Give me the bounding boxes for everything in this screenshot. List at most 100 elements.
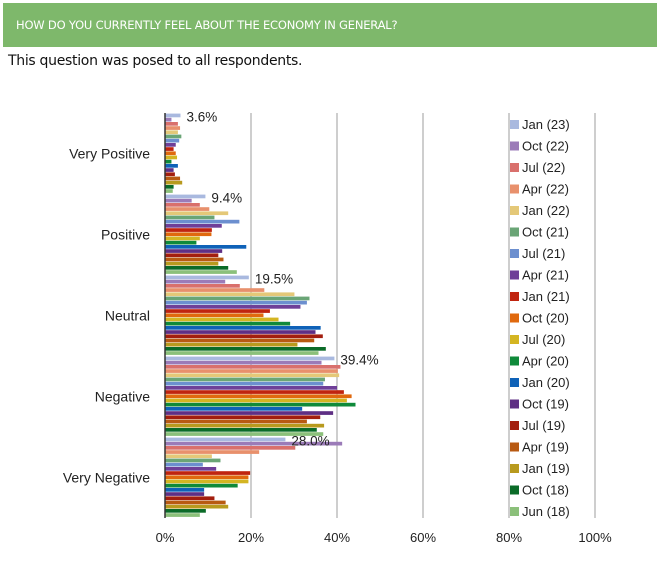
legend-label: Jan (19) xyxy=(522,461,570,476)
question-header: HOW DO YOU CURRENTLY FEEL ABOUT THE ECON… xyxy=(3,3,657,47)
legend-swatch xyxy=(510,120,519,129)
bar xyxy=(165,275,249,280)
legend-item: Apr (19) xyxy=(510,440,569,455)
legend-label: Oct (18) xyxy=(522,483,569,498)
bar xyxy=(165,284,240,288)
bar xyxy=(165,369,338,373)
bar xyxy=(165,488,205,492)
x-tick-label: 20% xyxy=(238,530,264,545)
legend: Jan (23) Oct (22) Jul (22) Apr (22) Jan (22)… xyxy=(505,113,570,519)
bar xyxy=(165,342,298,347)
x-tick-label: 0% xyxy=(156,530,175,545)
bar xyxy=(165,475,249,480)
bar xyxy=(165,296,310,301)
bar xyxy=(165,300,307,305)
bar xyxy=(165,257,224,262)
bar xyxy=(165,266,229,270)
legend-label: Jun (18) xyxy=(522,504,570,519)
bar xyxy=(165,117,172,122)
legend-item: Jul (20) xyxy=(510,332,565,347)
data-label: 9.4% xyxy=(211,191,242,206)
bar xyxy=(165,407,303,411)
legend-label: Jan (21) xyxy=(522,289,570,304)
bar xyxy=(165,164,178,168)
question-title: HOW DO YOU CURRENTLY FEEL ABOUT THE ECON… xyxy=(16,18,398,32)
bar xyxy=(165,454,212,459)
legend-label: Oct (20) xyxy=(522,311,569,326)
bar xyxy=(165,390,344,394)
legend-item: Oct (20) xyxy=(510,311,569,326)
legend-item: Jan (19) xyxy=(510,461,570,476)
legend-box xyxy=(505,113,506,518)
bar xyxy=(165,479,249,484)
bar xyxy=(165,130,178,135)
bar xyxy=(165,122,178,126)
bar xyxy=(165,467,217,471)
bar xyxy=(165,198,192,203)
legend-swatch xyxy=(510,184,519,194)
bar xyxy=(165,321,291,326)
bar xyxy=(165,228,212,232)
bar xyxy=(165,365,341,369)
bar xyxy=(165,147,174,151)
legend-label: Jul (19) xyxy=(522,418,565,433)
bar xyxy=(165,185,174,189)
x-tick-label: 40% xyxy=(324,530,350,545)
legend-swatch xyxy=(510,206,519,215)
bar xyxy=(165,471,251,475)
bar xyxy=(165,134,182,139)
bar xyxy=(165,176,181,181)
legend-swatch xyxy=(510,270,519,280)
bar xyxy=(165,180,183,185)
legend-item: Jan (23) xyxy=(510,117,570,132)
legend-swatch xyxy=(510,378,519,387)
bar xyxy=(165,411,334,415)
bar xyxy=(165,317,279,322)
legend-swatch xyxy=(510,507,519,516)
bar xyxy=(165,288,265,292)
bars xyxy=(165,113,356,517)
bar xyxy=(165,172,175,177)
bar xyxy=(165,159,172,164)
bar xyxy=(165,270,237,274)
bar xyxy=(165,500,226,505)
bar xyxy=(165,138,180,143)
legend-item: Jul (22) xyxy=(510,160,565,175)
bar xyxy=(165,253,219,258)
bar xyxy=(165,113,181,118)
bar xyxy=(165,402,356,407)
bar xyxy=(165,513,200,517)
data-label: 3.6% xyxy=(186,110,217,125)
category-label: Neutral xyxy=(105,308,150,324)
bar xyxy=(165,432,324,436)
bar xyxy=(165,249,223,253)
bar xyxy=(165,437,286,442)
legend-swatch xyxy=(510,163,519,172)
legend-label: Jul (21) xyxy=(522,246,565,261)
bar xyxy=(165,309,270,313)
bar xyxy=(165,504,229,509)
legend-label: Jul (22) xyxy=(522,160,565,175)
x-tick-labels: 0% 20% 40% 60% 80% 100% xyxy=(156,530,612,545)
legend-item: Apr (20) xyxy=(510,354,569,369)
bar xyxy=(165,155,178,160)
bar xyxy=(165,203,200,207)
bar xyxy=(165,292,295,297)
bar xyxy=(165,377,325,382)
bar xyxy=(165,126,181,130)
legend-label: Apr (20) xyxy=(522,354,569,369)
legend-item: Apr (22) xyxy=(510,182,569,197)
bar xyxy=(165,441,343,446)
category-label: Very Negative xyxy=(63,470,150,486)
bar xyxy=(165,194,206,199)
legend-item: Jul (21) xyxy=(510,246,565,261)
x-tick-label: 80% xyxy=(496,530,522,545)
bar xyxy=(165,450,260,454)
bar xyxy=(165,232,212,237)
legend-label: Apr (22) xyxy=(522,182,569,197)
bar xyxy=(165,462,203,467)
bar xyxy=(165,381,324,386)
legend-label: Jul (20) xyxy=(522,332,565,347)
legend-swatch xyxy=(510,485,519,495)
legend-swatch xyxy=(510,442,519,452)
